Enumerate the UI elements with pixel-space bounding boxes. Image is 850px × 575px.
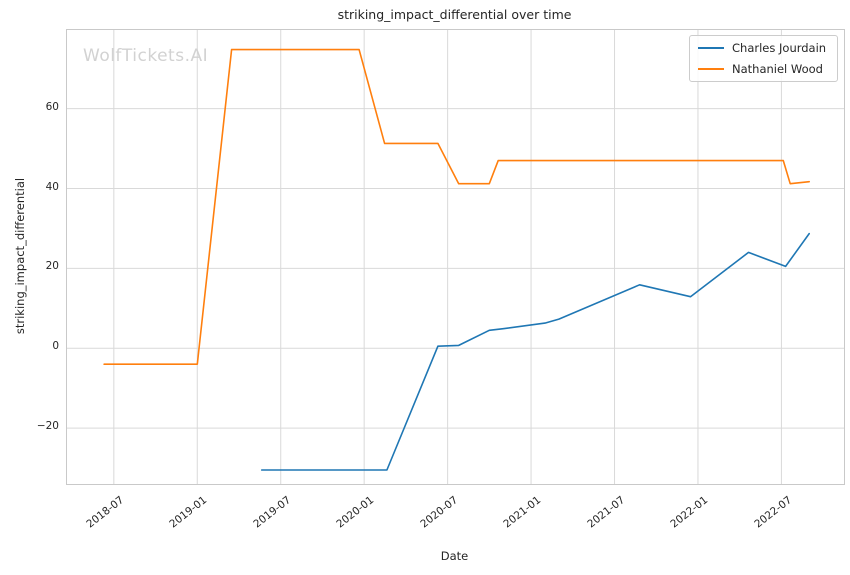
x-tick-label: 2021-07 [584, 494, 627, 531]
plot-svg [67, 30, 844, 484]
chart-title: striking_impact_differential over time [337, 7, 572, 22]
x-tick-label: 2022-01 [668, 494, 711, 531]
y-tick-label: 60 [45, 100, 59, 113]
x-tick-label: 2022-07 [751, 494, 794, 531]
watermark: WolfTickets.AI [83, 46, 209, 66]
legend-item-nathaniel-wood: Nathaniel Wood [698, 61, 829, 78]
y-tick-label: 0 [52, 340, 59, 353]
x-tick-label: 2018-07 [84, 494, 127, 531]
series-line-charles-jourdain [260, 232, 811, 471]
plot-area [66, 29, 845, 485]
y-tick-label: −20 [36, 420, 59, 433]
x-axis-title: Date [440, 549, 469, 563]
series-line-nathaniel-wood [103, 48, 811, 366]
x-tick-label: 2020-07 [418, 494, 461, 531]
x-tick-label: 2019-07 [251, 494, 294, 531]
legend-line-swatch-blue [698, 47, 724, 49]
legend: Charles Jourdain Nathaniel Wood [689, 35, 838, 82]
x-tick-label: 2021-01 [501, 494, 544, 531]
x-tick-label: 2020-01 [334, 494, 377, 531]
legend-item-charles-jourdain: Charles Jourdain [698, 40, 829, 57]
legend-line-swatch-orange [698, 68, 724, 70]
x-tick-label: 2019-01 [167, 494, 210, 531]
legend-label-charles-jourdain: Charles Jourdain [732, 41, 827, 55]
y-tick-label: 40 [45, 180, 59, 193]
y-tick-label: 20 [45, 260, 59, 273]
legend-label-nathaniel-wood: Nathaniel Wood [732, 62, 823, 76]
